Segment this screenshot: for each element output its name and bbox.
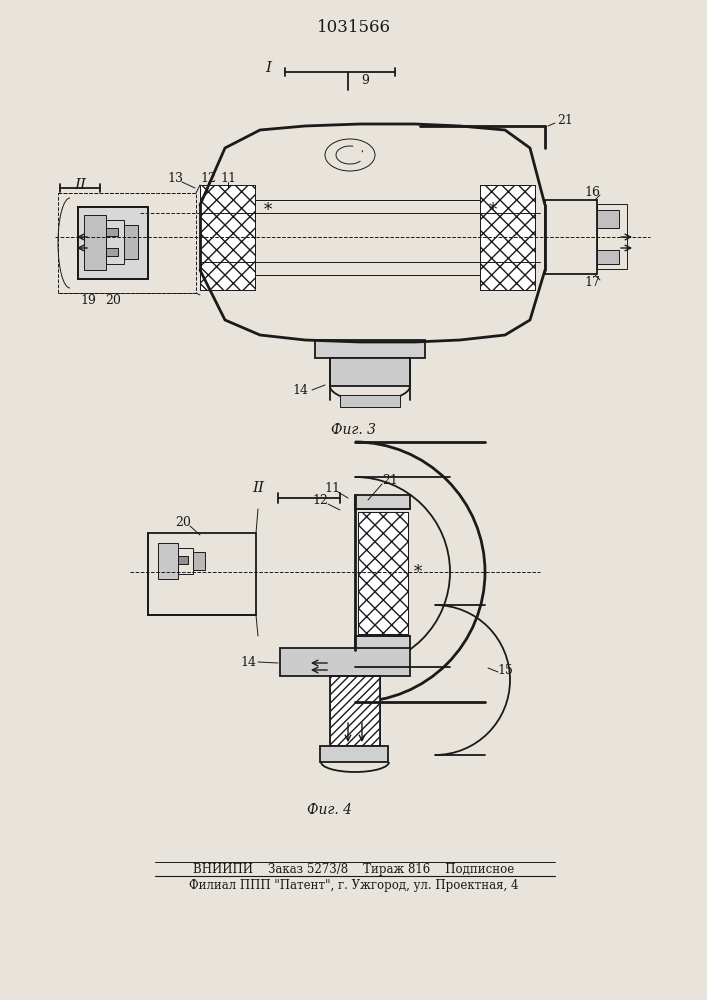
Bar — [84, 215, 106, 270]
Bar — [358, 512, 408, 634]
Bar — [106, 220, 124, 264]
Text: 14: 14 — [292, 383, 308, 396]
Bar — [315, 340, 425, 358]
Text: 9: 9 — [361, 74, 369, 87]
Bar — [355, 636, 410, 650]
Bar — [340, 395, 400, 407]
Bar — [200, 185, 255, 290]
Bar — [106, 248, 118, 256]
Bar — [78, 207, 148, 279]
Text: *: * — [489, 202, 497, 219]
Bar — [78, 207, 148, 279]
Bar — [597, 204, 627, 269]
Bar — [255, 200, 480, 275]
Bar — [320, 746, 388, 762]
Bar — [597, 250, 619, 264]
Bar — [597, 210, 619, 228]
Text: Фиг. 4: Фиг. 4 — [308, 803, 353, 817]
Text: 12: 12 — [312, 493, 328, 506]
Text: *: * — [414, 564, 422, 582]
Text: 15: 15 — [497, 664, 513, 676]
Text: 16: 16 — [584, 186, 600, 198]
Bar — [480, 185, 535, 290]
Text: Фиг. 3: Фиг. 3 — [332, 423, 377, 437]
Bar — [124, 225, 138, 259]
Text: ВНИИПИ    Заказ 5273/8    Тираж 816    Подписное: ВНИИПИ Заказ 5273/8 Тираж 816 Подписное — [194, 863, 515, 876]
Bar — [58, 193, 196, 293]
Text: 11: 11 — [324, 482, 340, 494]
Bar — [355, 495, 410, 509]
Bar — [330, 676, 380, 746]
Text: 19: 19 — [80, 294, 96, 306]
Text: 12: 12 — [200, 172, 216, 184]
Text: 13: 13 — [167, 172, 183, 184]
Bar — [178, 556, 188, 564]
Text: 21: 21 — [557, 113, 573, 126]
Text: II: II — [74, 178, 86, 192]
Text: 20: 20 — [105, 294, 121, 306]
Bar — [193, 552, 205, 570]
Bar — [330, 358, 410, 386]
Text: 11: 11 — [220, 172, 236, 184]
Bar — [330, 676, 380, 746]
Bar — [148, 533, 256, 615]
Text: Филиал ППП "Патент", г. Ужгород, ул. Проектная, 4: Филиал ППП "Патент", г. Ужгород, ул. Про… — [189, 879, 519, 892]
Bar — [178, 548, 193, 574]
Text: *: * — [264, 202, 272, 219]
Text: 17: 17 — [584, 275, 600, 288]
Bar — [358, 512, 408, 634]
Text: 1031566: 1031566 — [317, 19, 391, 36]
Text: 14: 14 — [240, 656, 256, 668]
Bar — [480, 185, 535, 290]
Text: I: I — [265, 61, 271, 75]
Bar — [158, 543, 178, 579]
Text: II: II — [252, 481, 264, 495]
Bar — [545, 200, 597, 274]
Bar — [280, 648, 410, 676]
Text: 21: 21 — [382, 474, 398, 487]
Bar — [106, 228, 118, 236]
Text: 20: 20 — [175, 516, 191, 528]
Bar — [200, 185, 255, 290]
